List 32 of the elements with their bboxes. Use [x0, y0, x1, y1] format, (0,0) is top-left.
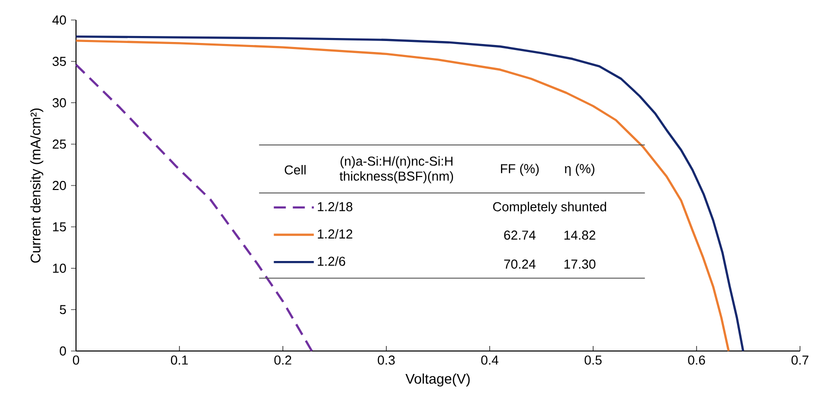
- annotation: FF (%): [501, 164, 539, 176]
- legend-label: 1.2/18: [318, 202, 352, 212]
- annotation: η (%): [564, 164, 594, 176]
- x-axis-title: Voltage(V): [406, 374, 470, 387]
- legend-label: 1.2/12: [318, 229, 352, 239]
- x-tick-label: 0: [72, 356, 80, 365]
- x-tick-label: 0.3: [378, 356, 395, 365]
- line-series: [74, 64, 313, 352]
- x-tick-label: 0.6: [688, 356, 706, 365]
- annotation: 14.82: [564, 230, 596, 240]
- annotation: 62.74: [504, 230, 536, 240]
- x-tick-label: 0.2: [274, 356, 292, 365]
- y-tick-label: 10: [53, 264, 66, 273]
- y-axis-title: Current density (mA/cm²): [30, 108, 44, 263]
- annotation: 70.24: [504, 260, 536, 269]
- y-tick-label: 20: [52, 180, 66, 190]
- x-tick-label: 0.5: [584, 356, 602, 365]
- y-tick-label: 35: [52, 56, 66, 66]
- legend-label: 1.2/6: [318, 256, 346, 266]
- x-tick-label: 0.7: [792, 356, 808, 365]
- y-tick-label: 25: [52, 140, 66, 149]
- x-tick-label: 0.1: [170, 356, 188, 365]
- annotation: 17.30: [564, 260, 596, 269]
- legend-title: Cell: [284, 165, 306, 175]
- y-tick-label: 5: [60, 305, 66, 314]
- y-tick-label: 15: [53, 222, 66, 232]
- y-tick-label: 30: [52, 98, 66, 108]
- y-tick-label: 40: [52, 15, 66, 25]
- y-tick-label: 0: [60, 346, 66, 356]
- annotation: (n)a-Si:H/(n)nc-Si:H thickness(BSF)(nm): [340, 156, 454, 184]
- annotation: Completely shunted: [493, 202, 606, 214]
- x-tick-label: 0.4: [481, 356, 498, 365]
